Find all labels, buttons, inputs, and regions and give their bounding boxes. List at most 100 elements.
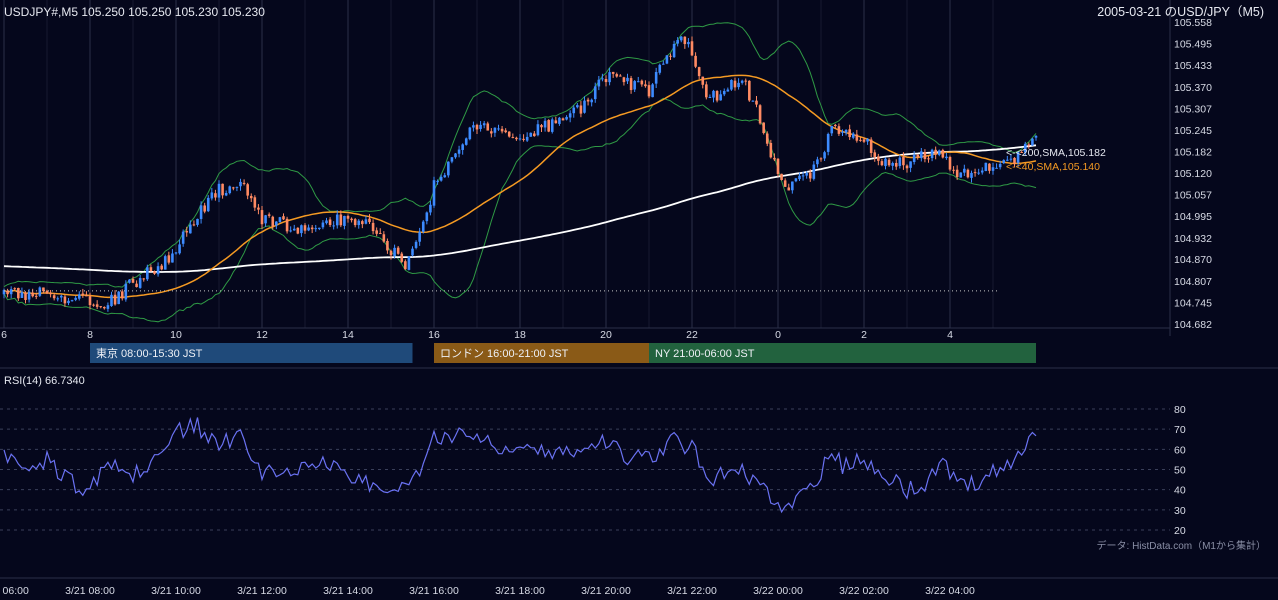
candle-body (120, 291, 124, 299)
candle-body (952, 169, 955, 171)
candle-body (676, 40, 679, 44)
candle-body (963, 168, 966, 173)
candle-body (253, 197, 257, 208)
candle-body (626, 77, 629, 82)
candle-body (690, 41, 694, 56)
price-tick-label: 105.433 (1174, 60, 1212, 72)
candle-body (869, 139, 873, 153)
candle-body (579, 105, 583, 114)
price-axis: 105.558 105.495 105.433 105.370 105.307 105.2… (1169, 0, 1212, 336)
candle-body (543, 120, 547, 128)
hour-axis: 6 8 10 12 14 16 18 20 22 0 2 4 (1, 329, 953, 341)
hour-tick-label: 16 (428, 329, 440, 341)
candle-body (654, 72, 658, 84)
hour-tick-label: 10 (170, 329, 182, 341)
candle-body (862, 139, 866, 142)
candle-body (525, 136, 529, 141)
candle-body (289, 230, 292, 232)
candle-body (629, 78, 633, 91)
candle-body (439, 176, 443, 181)
candle-body (816, 159, 819, 165)
candle-body (762, 122, 765, 134)
candle-body (303, 225, 307, 231)
candle-body (6, 290, 9, 295)
time-tick-label: 3/21 06:00 (0, 585, 29, 597)
candlesticks (2, 36, 1038, 312)
candle-body (436, 181, 439, 183)
price-tick-label: 105.558 (1174, 17, 1212, 29)
price-tick-label: 105.307 (1174, 104, 1212, 116)
candle-body (679, 36, 683, 41)
candle-body (937, 150, 941, 155)
candle-body (296, 227, 300, 234)
candle-body (332, 225, 335, 227)
candle-body (586, 99, 590, 102)
candle-body (443, 175, 447, 178)
candle-body (794, 178, 798, 182)
rsi-tick-label: 30 (1174, 505, 1186, 517)
candle-body (85, 295, 88, 297)
candle-body (34, 295, 38, 297)
candle-body (920, 151, 923, 159)
candle-body (970, 172, 973, 178)
candle-body (801, 175, 805, 177)
price-tick-label: 104.745 (1174, 297, 1212, 309)
sma200-path (3, 144, 1037, 273)
session-label: ロンドン 16:00-21:00 JST (440, 348, 569, 360)
sma200-label: <-<200,SMA,105.182 (1006, 147, 1106, 159)
candle-body (490, 131, 493, 134)
time-axis: 3/21 06:00 3/21 08:00 3/21 10:00 3/21 12:00… (0, 585, 975, 597)
candle-body (934, 149, 937, 155)
candle-body (955, 169, 959, 178)
candle-body (730, 79, 733, 90)
price-tick-label: 105.120 (1174, 168, 1212, 180)
hour-tick-label: 12 (256, 329, 268, 341)
candle-body (561, 118, 565, 121)
candle-body (984, 162, 988, 172)
candle-body (52, 295, 56, 299)
candle-body (357, 220, 361, 226)
rsi-axis: 80 70 60 50 40 30 20 (1174, 404, 1186, 537)
candle-body (826, 133, 830, 152)
candle-body (511, 137, 515, 139)
candle-body (174, 252, 178, 254)
candle-body (421, 221, 425, 232)
candle-body (67, 300, 70, 304)
candle-body (988, 163, 991, 171)
symbol-ohlc-label: USDJPY#,M5 105.250 105.250 105.230 105.2… (4, 5, 265, 19)
candle-body (110, 294, 113, 307)
candle-body (189, 224, 192, 234)
candle-body (558, 117, 561, 124)
candle-body (651, 84, 654, 98)
candle-body (719, 94, 722, 101)
candle-body (930, 149, 934, 159)
candle-body (364, 219, 368, 224)
candle-body (113, 294, 117, 305)
candle-body (128, 279, 131, 283)
candle-body (529, 132, 533, 137)
candle-body (568, 113, 572, 118)
candle-body (733, 80, 737, 88)
sma40-label: <-<40,SMA,105.140 (1006, 161, 1100, 173)
candle-body (633, 81, 636, 90)
candle-body (819, 158, 823, 160)
candle-body (117, 291, 120, 305)
candle-body (339, 214, 343, 226)
candle-body (701, 76, 705, 85)
candle-body (608, 72, 611, 83)
candle-body (973, 172, 977, 174)
candle-body (705, 84, 708, 98)
candle-body (844, 129, 848, 133)
candle-body (909, 161, 912, 168)
candle-body (1023, 143, 1027, 153)
candle-body (335, 214, 339, 226)
rsi-line (3, 416, 1037, 514)
candle-body (88, 296, 92, 306)
candle-body (547, 120, 550, 132)
rsi-tick-label: 20 (1174, 525, 1186, 537)
candle-body (855, 134, 859, 141)
candle-body (791, 181, 794, 191)
candle-body (916, 154, 920, 158)
candle-body (264, 215, 267, 224)
candle-body (708, 96, 712, 98)
